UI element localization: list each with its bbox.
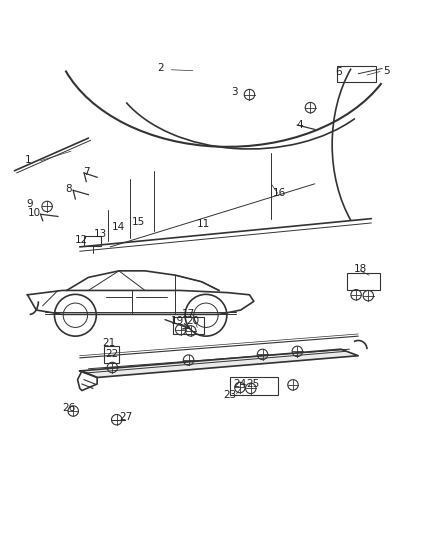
Text: 7: 7 <box>83 167 89 176</box>
Text: 20: 20 <box>186 316 199 326</box>
Polygon shape <box>80 349 358 377</box>
Text: 24: 24 <box>233 379 247 389</box>
Text: 13: 13 <box>94 229 107 239</box>
Text: 5: 5 <box>383 66 390 76</box>
Text: 3: 3 <box>231 87 237 98</box>
Text: 10: 10 <box>28 207 41 217</box>
Bar <box>336 66 376 82</box>
Text: 8: 8 <box>66 184 72 194</box>
Text: 2: 2 <box>157 63 163 74</box>
Text: 26: 26 <box>62 403 75 413</box>
Text: 11: 11 <box>197 219 210 229</box>
Text: 4: 4 <box>296 120 303 130</box>
Text: 9: 9 <box>26 199 33 209</box>
Text: 21: 21 <box>102 338 116 348</box>
Bar <box>84 236 102 246</box>
Text: 1: 1 <box>25 155 32 165</box>
Text: 17: 17 <box>182 309 195 319</box>
Text: 15: 15 <box>132 217 145 227</box>
Bar <box>230 377 278 395</box>
Text: 14: 14 <box>112 222 126 232</box>
Bar <box>173 318 204 334</box>
Text: 16: 16 <box>273 188 286 198</box>
Text: 23: 23 <box>223 390 237 400</box>
Text: 25: 25 <box>246 379 260 389</box>
Bar <box>347 273 380 290</box>
Text: 27: 27 <box>119 411 132 422</box>
Text: 12: 12 <box>74 235 88 245</box>
Text: 18: 18 <box>354 264 367 273</box>
Bar <box>104 346 119 363</box>
Text: 22: 22 <box>106 349 119 359</box>
Text: 6: 6 <box>336 67 342 77</box>
Text: 19: 19 <box>171 316 184 326</box>
